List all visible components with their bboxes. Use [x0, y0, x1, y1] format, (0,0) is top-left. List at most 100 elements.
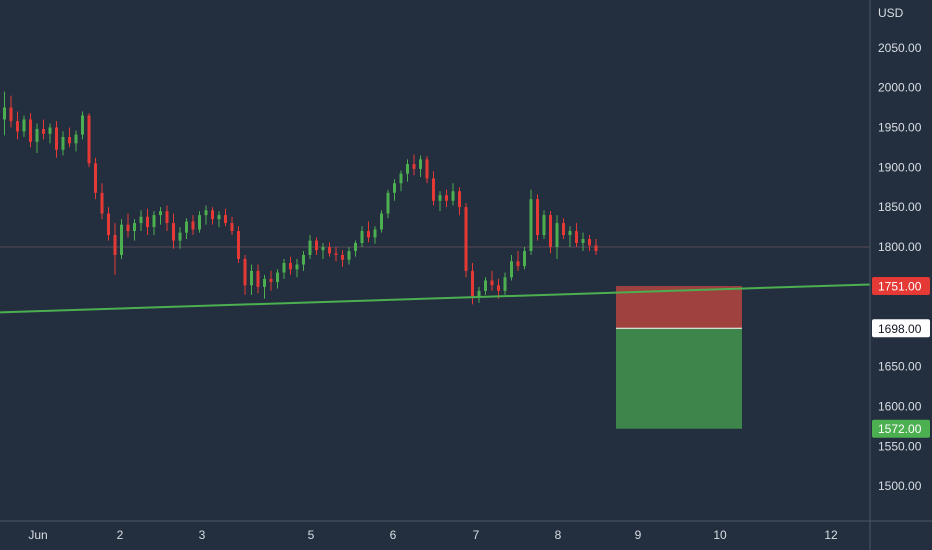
target-price-badge: 1572.00 [872, 419, 930, 438]
candle [568, 226, 572, 247]
candle-body [497, 285, 500, 291]
candle [295, 258, 299, 278]
price-tick-label: 1650.00 [878, 360, 922, 374]
candle-body [100, 192, 104, 214]
candle-body [107, 213, 110, 236]
candle-body [152, 215, 156, 228]
candle [74, 130, 78, 152]
risk-zone[interactable] [616, 286, 742, 329]
currency-label: USD [878, 6, 904, 20]
time-tick-label: 5 [308, 528, 315, 542]
candle-body [165, 211, 169, 224]
candle [48, 123, 52, 144]
candle-body [256, 270, 260, 287]
stop-price-badge: 1751.00 [872, 277, 930, 296]
trendline[interactable] [0, 283, 871, 314]
candle [282, 258, 286, 279]
price-tick-label: 2000.00 [878, 81, 922, 95]
price-tick-label: 1850.00 [878, 200, 922, 214]
time-tick-label: 12 [824, 528, 838, 542]
candle-body [87, 115, 91, 164]
candle [503, 272, 507, 295]
candle-body [146, 216, 149, 228]
candle-body [126, 224, 130, 232]
candle [276, 269, 279, 289]
candle [354, 240, 357, 257]
candle [139, 210, 143, 232]
candle [432, 171, 435, 206]
candle [549, 211, 552, 254]
candle-body [29, 119, 32, 142]
candle-body [250, 270, 253, 286]
candle-body [516, 261, 520, 267]
candle-body [198, 215, 201, 230]
candle [68, 127, 71, 148]
price-tick-labels: 2050.00 2000.00 1950.00 1900.00 1850.00 1800.… [878, 41, 922, 493]
candle-body [445, 195, 448, 201]
candle-body [432, 178, 435, 201]
candle [269, 270, 273, 291]
candle [126, 213, 130, 238]
candle [555, 215, 559, 259]
candle-body [568, 231, 572, 236]
candle [289, 256, 292, 275]
candle-body [399, 173, 403, 184]
candle-body [549, 215, 552, 247]
candle [308, 235, 312, 259]
candle [445, 189, 448, 208]
candle-body [510, 261, 513, 278]
candle [211, 207, 214, 225]
price-tick-label: 2050.00 [878, 41, 922, 55]
candle [185, 218, 188, 240]
candle [399, 170, 403, 192]
candles [3, 91, 598, 305]
candle [159, 207, 162, 225]
candle [178, 227, 182, 249]
candle-body [542, 215, 546, 236]
candle-body [315, 240, 318, 251]
candle-body [341, 254, 344, 260]
candle [3, 91, 6, 136]
candle-body [289, 262, 292, 270]
candle [146, 208, 149, 236]
candle-body [48, 127, 52, 134]
candle [458, 187, 461, 216]
candle [237, 226, 240, 263]
candle [451, 183, 455, 206]
candle-body [347, 250, 351, 260]
candle-body [3, 107, 6, 120]
entry-price-badge: 1698.00 [872, 319, 930, 338]
candle-body [35, 129, 39, 142]
candle-body [523, 250, 526, 267]
candle [230, 216, 234, 236]
candle-body [204, 210, 208, 216]
candle-body [191, 221, 195, 230]
candle [386, 189, 390, 219]
reward-zone[interactable] [616, 328, 742, 429]
candle [393, 179, 396, 201]
candle [581, 232, 585, 251]
candle [516, 250, 520, 271]
candle-body [302, 254, 305, 265]
stop-price-label: 1751.00 [878, 280, 922, 294]
candle [464, 203, 468, 278]
candle [380, 210, 383, 233]
candle [542, 210, 546, 240]
candle [425, 156, 429, 184]
price-axis[interactable]: USD 2050.00 2000.00 1950.00 1900.00 1850.00 1… [869, 0, 930, 550]
candle [412, 154, 416, 176]
price-tick-label: 1600.00 [878, 399, 922, 413]
candle [87, 113, 91, 168]
candle-body [237, 231, 240, 259]
candle [172, 213, 175, 249]
candle [204, 205, 208, 225]
candle [490, 270, 494, 291]
candle-body [263, 278, 266, 287]
candle-body [61, 137, 65, 150]
candle [562, 218, 565, 240]
candle-body [94, 163, 97, 193]
time-axis[interactable]: Jun 2 3 5 6 7 8 9 10 12 [0, 520, 932, 542]
candle-body [282, 262, 286, 273]
